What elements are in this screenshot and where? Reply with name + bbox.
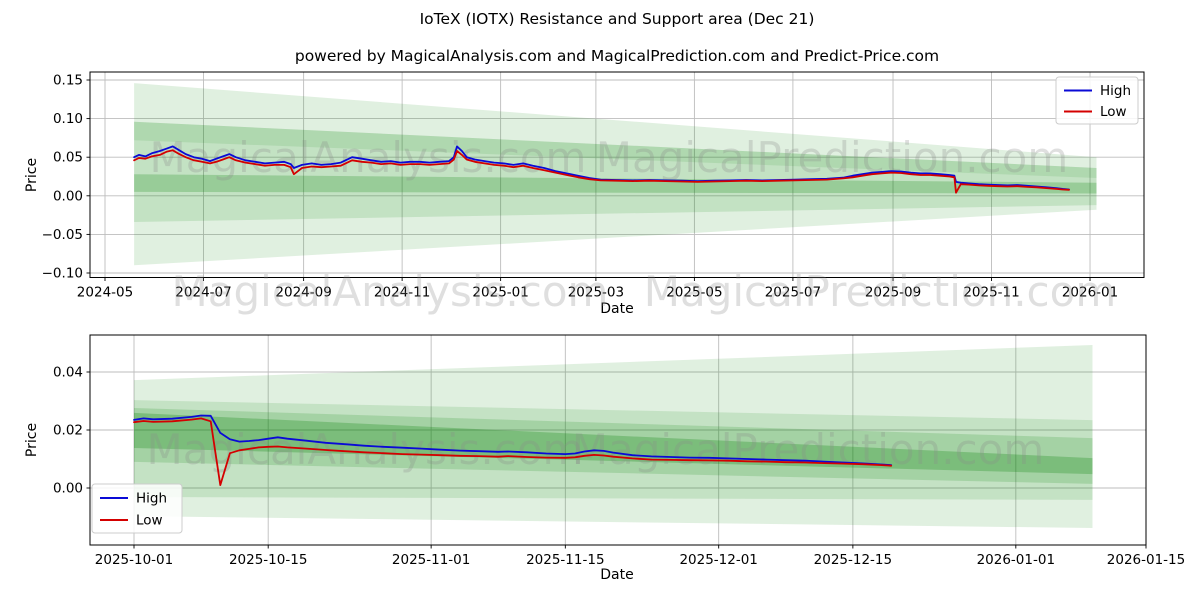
x-tick-label: 2025-09: [865, 285, 921, 301]
y-tick-label: 0.04: [53, 365, 83, 381]
y-tick-label: 0.05: [53, 150, 83, 166]
y-tick-label: 0.00: [53, 188, 83, 204]
top-legend: High Low: [1055, 76, 1139, 125]
x-tick-label: 2025-12-01: [679, 552, 757, 568]
bottom-legend: High Low: [91, 483, 183, 534]
watermark-analysis-bottom: MagicalAnalysis.com: [147, 425, 584, 474]
series-line-low: [133, 417, 893, 487]
x-tick-label: 2025-11-01: [392, 552, 470, 568]
support-resistance-band: [134, 121, 1097, 178]
page-subtitle: powered by MagicalAnalysis.com and Magic…: [295, 47, 939, 65]
x-tick-label: 2025-03: [568, 285, 624, 301]
top-legend-high-label: High: [1100, 83, 1131, 99]
watermark-prediction-top: MagicalPrediction.com: [596, 133, 1069, 182]
x-tick-label: 2025-10-01: [95, 552, 173, 568]
bottom-legend-high-label: High: [136, 491, 167, 507]
bottom-plot-border: [89, 334, 1147, 546]
top-x-axis-label: Date: [600, 301, 633, 317]
y-tick-label: −0.10: [42, 266, 83, 282]
top-plot-border: [89, 71, 1145, 278]
top-legend-low-label: Low: [1100, 104, 1127, 120]
top-y-axis-label: Price: [24, 158, 40, 192]
x-tick-label: 2025-07: [765, 285, 821, 301]
x-tick-label: 2025-11-15: [526, 552, 604, 568]
watermark-prediction-axis: MagicalPrediction.com: [644, 267, 1117, 316]
top-chart-plot-area: [90, 72, 1144, 278]
support-resistance-band: [134, 412, 1093, 475]
watermark-prediction-bottom: MagicalPrediction.com: [572, 425, 1045, 474]
x-tick-label: 2024-11: [374, 285, 430, 301]
page-title: IoTeX (IOTX) Resistance and Support area…: [420, 10, 815, 28]
x-tick-label: 2024-07: [175, 285, 231, 301]
x-tick-label: 2025-05: [666, 285, 722, 301]
y-tick-label: 0.00: [53, 481, 83, 497]
bottom-x-axis-label: Date: [600, 567, 633, 583]
y-tick-label: 0.15: [53, 73, 83, 89]
support-resistance-band: [134, 83, 1097, 266]
y-tick-label: 0.10: [53, 111, 83, 127]
support-resistance-band: [134, 408, 1093, 484]
support-resistance-band: [134, 174, 1097, 194]
bottom-y-axis-label: Price: [24, 423, 40, 457]
x-tick-label: 2026-01: [1062, 285, 1118, 301]
series-line-high: [133, 145, 1070, 191]
x-tick-label: 2026-01-01: [977, 552, 1055, 568]
x-tick-label: 2026-01-15: [1107, 552, 1185, 568]
bottom-legend-low-label: Low: [136, 513, 163, 529]
y-tick-label: 0.02: [53, 423, 83, 439]
y-tick-label: −0.05: [42, 227, 83, 243]
x-tick-label: 2025-01: [472, 285, 528, 301]
series-line-high: [133, 414, 893, 467]
bottom-chart-series-layer: 2025-10-01 2025-10-15 2025-11-01 2025-11-15…: [53, 365, 1185, 569]
watermark-analysis-top: MagicalAnalysis.com: [150, 133, 587, 182]
x-tick-label: 2024-05: [77, 285, 133, 301]
x-tick-label: 2025-11: [963, 285, 1019, 301]
bottom-chart-plot-area: [90, 335, 1147, 545]
support-resistance-band: [134, 345, 1093, 528]
top-chart-series-layer: 2024-05 2024-07 2024-09 2024-11 2025-01 2025-…: [42, 73, 1119, 301]
watermark-analysis-axis: MagicalAnalysis.com: [172, 267, 609, 316]
x-tick-label: 2025-12-15: [814, 552, 892, 568]
bottom-chart: MagicalAnalysis.com MagicalPrediction.co…: [24, 334, 1185, 583]
x-tick-label: 2024-09: [275, 285, 331, 301]
support-resistance-band: [134, 400, 1093, 500]
series-line-low: [133, 149, 1070, 194]
top-chart: MagicalAnalysis.com MagicalPrediction.co…: [24, 71, 1145, 317]
support-resistance-band: [134, 121, 1097, 222]
x-tick-label: 2025-10-15: [229, 552, 307, 568]
